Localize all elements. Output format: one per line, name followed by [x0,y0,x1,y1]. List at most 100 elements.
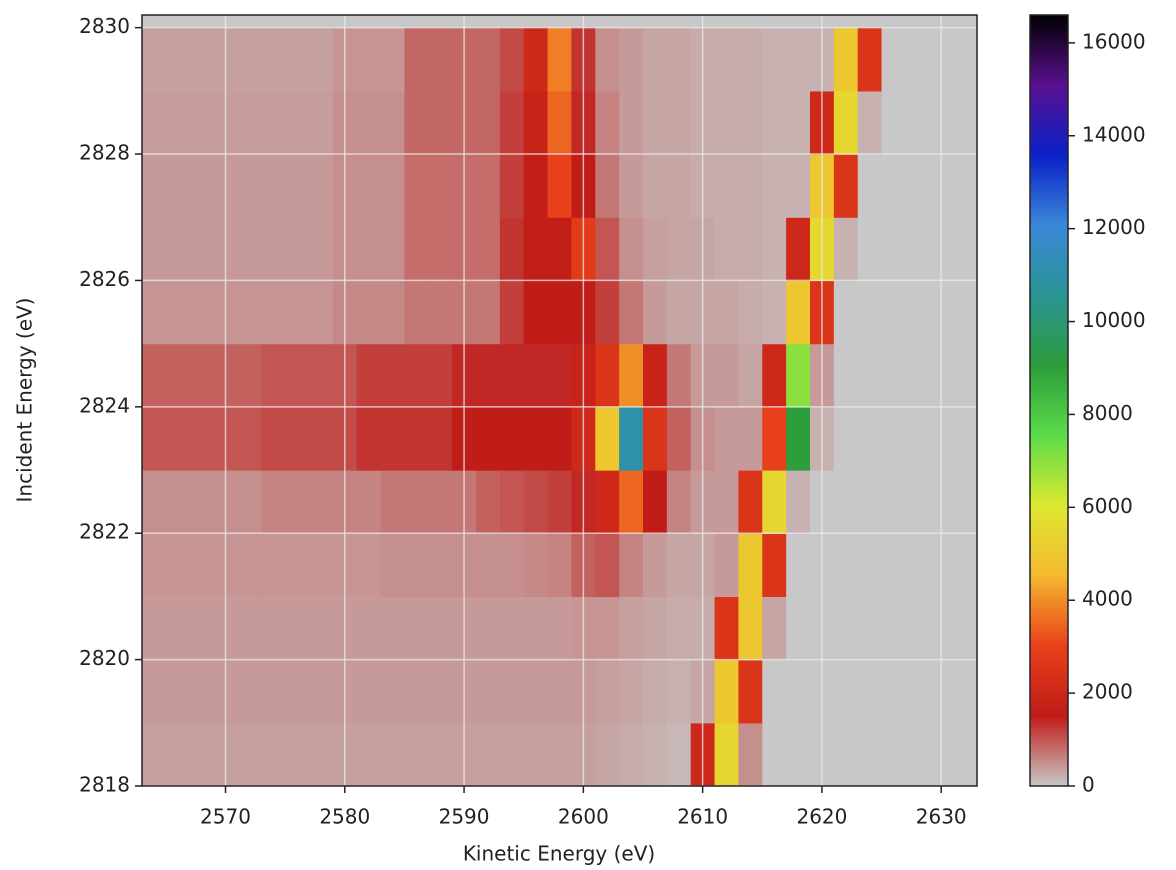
heatmap-cell [666,27,692,92]
heatmap-cell [905,533,930,598]
heatmap-cell [476,27,501,92]
colorbar [1029,14,1069,787]
heatmap-cell [953,90,977,155]
heatmap-cell [285,27,310,92]
heatmap-cell [285,406,310,471]
heatmap-cell [953,533,977,598]
heatmap-cell [666,280,692,345]
heatmap-cell [619,722,644,786]
heatmap-cell [476,280,501,345]
heatmap-cell [738,659,763,724]
heatmap-cell [547,217,573,282]
heatmap-cell [738,343,763,408]
heatmap-cell [547,90,573,155]
heatmap-cell [786,343,811,408]
heatmap-cell [619,470,644,534]
heatmap-cell [285,90,310,155]
heatmap-cell [643,280,668,345]
heatmap-cell [881,154,907,218]
heatmap-cell [380,154,406,218]
heatmap-cell [237,470,262,534]
heatmap-cell [619,217,644,282]
heatmap-cell [523,343,549,408]
heatmap-cell [356,406,382,471]
heatmap-cell [499,27,525,92]
heatmap-cell [714,406,740,471]
heatmap-cell [261,280,286,345]
heatmap-cell [428,154,453,218]
heatmap-cell [142,27,167,92]
heatmap-cell [476,722,501,786]
heatmap-cell [666,470,692,534]
heatmap-cell [380,596,406,661]
heatmap-cell [786,470,811,534]
heatmap-cell [285,280,310,345]
heatmap-cell [165,722,191,786]
heatmap-cell [261,217,286,282]
heatmap-cell [428,596,453,661]
heatmap-cell [523,722,549,786]
heatmap-cell [309,90,334,155]
heatmap-cell [499,470,525,534]
heatmap-cell [237,154,262,218]
heatmap-cell [428,27,453,92]
heatmap-cell [237,533,262,598]
heatmap-cell [356,533,382,598]
heatmap-cell [261,533,286,598]
heatmap-cell [356,596,382,661]
heatmap-cell [619,659,644,724]
heatmap-cell [881,533,907,598]
heatmap-cell [953,217,977,282]
heatmap-cell [523,470,549,534]
heatmap-cell [619,154,644,218]
heatmap-cell [476,343,501,408]
heatmap-cell [786,596,811,661]
heatmap-cell [428,659,453,724]
heatmap-cell [165,217,191,282]
heatmap-cell [285,217,310,282]
heatmap-cell [547,343,573,408]
heatmap-cell [881,406,907,471]
heatmap-cell [237,280,262,345]
heatmap-cell [499,90,525,155]
colorbar-tick-label: 16000 [1082,29,1146,53]
heatmap-cell [786,533,811,598]
y-tick-label: 2824 [79,393,130,417]
heatmap-cell [714,722,740,786]
heatmap-cell [643,596,668,661]
heatmap-cell [356,470,382,534]
heatmap-cell [165,90,191,155]
heatmap-cell [189,90,215,155]
heatmap-cell [857,533,883,598]
heatmap-cell [261,343,286,408]
heatmap-cell [380,533,406,598]
x-tick-label: 2610 [677,805,728,829]
heatmap-cell [404,533,429,598]
heatmap-cell [499,596,525,661]
heatmap-cell [476,470,501,534]
heatmap-cell [714,27,740,92]
y-tick-label: 2826 [79,267,130,291]
heatmap-cell [309,280,334,345]
heatmap-cell [261,90,286,155]
heatmap-cell [380,280,406,345]
y-tick-label: 2828 [79,141,130,165]
y-tick-label: 2822 [79,520,130,544]
heatmap-cell [905,217,930,282]
heatmap-cell [523,280,549,345]
colorbar-tick-label: 6000 [1082,494,1133,518]
heatmap-cell [523,27,549,92]
heatmap-cell [523,90,549,155]
heatmap-cell [714,343,740,408]
heatmap-cell [428,343,453,408]
heatmap-cell [547,533,573,598]
heatmap-cell [786,27,811,92]
heatmap-cell [666,154,692,218]
heatmap-cell [380,343,406,408]
heatmap-cell [595,722,620,786]
heatmap-cell [499,406,525,471]
heatmap-cell [905,722,930,786]
heatmap-cell [643,90,668,155]
heatmap-cell [309,470,334,534]
